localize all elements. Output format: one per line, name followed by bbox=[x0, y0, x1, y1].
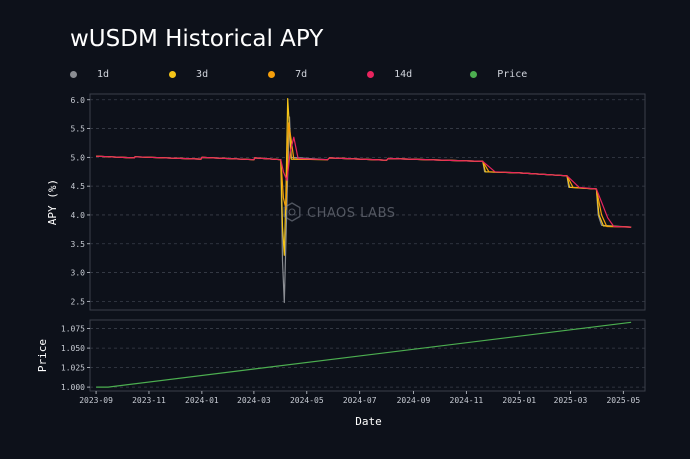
x-tick-label: 2025-05 bbox=[606, 396, 640, 405]
apy-panel: 2.5 3.0 3.5 4.0 4.5 5.0 5.5 6.0 APY (%) bbox=[46, 93, 646, 311]
y-tick-label: 2.5 bbox=[71, 297, 86, 306]
legend-marker bbox=[470, 70, 478, 78]
legend-item-price[interactable]: Price bbox=[470, 69, 527, 80]
x-tick-label: 2024-11 bbox=[450, 396, 484, 405]
y-tick-label: 1.075 bbox=[61, 325, 85, 334]
chart-title: wUSDM Historical APY bbox=[70, 26, 324, 52]
x-axis-label: Date bbox=[355, 415, 382, 428]
legend-marker bbox=[70, 70, 77, 78]
series-line-price bbox=[96, 321, 632, 388]
legend-label: 3d bbox=[196, 68, 209, 80]
series-line-3d bbox=[96, 97, 632, 256]
legend-item-14d[interactable]: 14d bbox=[367, 69, 412, 80]
y-tick-label: 1.025 bbox=[61, 364, 85, 373]
y-tick-label: 5.5 bbox=[71, 125, 86, 134]
x-tick-label: 2024-01 bbox=[185, 396, 219, 405]
legend-marker bbox=[268, 70, 276, 78]
chart-legend: 1d 3d 7d 14d Price bbox=[70, 66, 527, 82]
y-tick-label: 3.5 bbox=[71, 240, 86, 249]
legend-item-1d[interactable]: 1d bbox=[70, 69, 109, 80]
x-tick-label: 2024-05 bbox=[290, 396, 324, 405]
legend-item-7d[interactable]: 7d bbox=[268, 69, 307, 80]
plot-frame bbox=[89, 93, 646, 311]
price-panel: 1.000 1.025 1.050 1.075 Price bbox=[36, 319, 646, 392]
logo-center-icon bbox=[288, 208, 296, 216]
plot-frame bbox=[89, 319, 646, 392]
x-tick-label: 2024-03 bbox=[237, 396, 271, 405]
y-tick-label: 1.050 bbox=[61, 344, 85, 353]
watermark: CHAOS LABS bbox=[283, 202, 396, 222]
x-tick-label: 2024-07 bbox=[343, 396, 377, 405]
legend-label: Price bbox=[497, 68, 528, 80]
series-line-14d bbox=[96, 136, 632, 228]
y-tick-label: 4.5 bbox=[71, 182, 86, 191]
x-tick-label: 2023-11 bbox=[132, 396, 166, 405]
x-tick-label: 2025-01 bbox=[502, 396, 536, 405]
x-tick-label: 2025-03 bbox=[554, 396, 588, 405]
y-tick-label: 1.000 bbox=[61, 383, 85, 392]
chaos-labs-logo-icon bbox=[283, 202, 301, 222]
x-tick-label: 2023-09 bbox=[79, 396, 113, 405]
watermark-text: CHAOS LABS bbox=[307, 206, 396, 221]
y-axis-label: Price bbox=[36, 339, 49, 372]
y-tick-label: 3.0 bbox=[71, 269, 86, 278]
legend-label: 14d bbox=[394, 68, 413, 80]
legend-item-3d[interactable]: 3d bbox=[169, 69, 208, 80]
legend-label: 1d bbox=[97, 68, 110, 80]
y-axis-label: APY (%) bbox=[46, 179, 59, 225]
legend-marker bbox=[367, 70, 375, 78]
x-axis: 2023-09 2023-11 2024-01 2024-03 2024-05 2024-… bbox=[79, 391, 640, 405]
legend-marker bbox=[169, 70, 177, 78]
y-tick-label: 4.0 bbox=[71, 211, 86, 220]
y-tick-label: 5.0 bbox=[71, 153, 86, 162]
y-tick-label: 6.0 bbox=[71, 96, 86, 105]
legend-label: 7d bbox=[295, 68, 308, 80]
x-tick-label: 2024-09 bbox=[397, 396, 431, 405]
